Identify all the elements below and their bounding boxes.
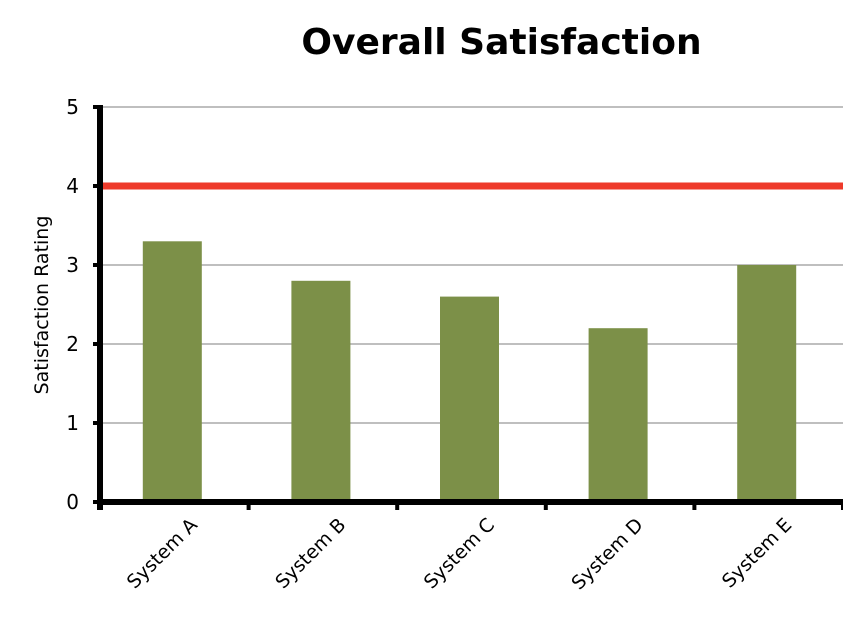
- category-label-system-d: System D: [567, 514, 647, 594]
- y-tick-label-3: 3: [66, 253, 79, 277]
- category-label-system-b: System B: [271, 514, 350, 593]
- y-tick-label-1: 1: [66, 411, 79, 435]
- category-label-system-a: System A: [123, 514, 202, 593]
- y-tick-label-0: 0: [66, 490, 79, 514]
- bar-system-e: [737, 265, 797, 502]
- y-tick-label-5: 5: [66, 95, 79, 119]
- bar-system-b: [291, 280, 351, 502]
- axes: [93, 105, 843, 510]
- y-axis-title: Satisfaction Rating: [31, 216, 53, 395]
- bar-system-a: [142, 241, 202, 503]
- category-label-system-c: System C: [420, 514, 499, 593]
- category-label-system-e: System E: [718, 514, 796, 592]
- bars: [142, 241, 797, 503]
- chart-title: Overall Satisfaction: [301, 22, 702, 63]
- y-tick-label-4: 4: [66, 174, 79, 198]
- bar-system-c: [440, 296, 499, 502]
- y-tick-label-2: 2: [66, 332, 79, 356]
- bar-system-d: [588, 328, 648, 502]
